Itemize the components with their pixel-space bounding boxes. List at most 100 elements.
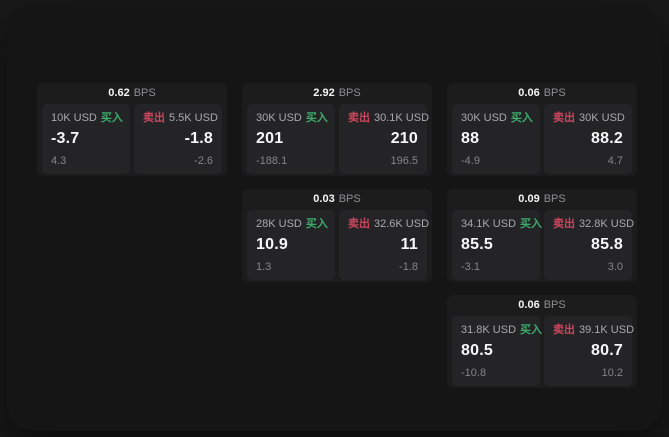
sell-panel-header: 卖出 30.1K USD <box>348 112 429 125</box>
buy-sub-value: -10.8 <box>461 367 487 379</box>
spread-cards-grid: 0.62 BPS 10K USD 买入 -3.7 4.3 卖出 5.5K USD <box>37 83 637 388</box>
bps-value: 0.62 <box>108 87 130 99</box>
bps-value: 0.09 <box>518 193 540 205</box>
sell-sub-value: 3.0 <box>607 261 623 273</box>
sell-price: 80.7 <box>591 342 623 359</box>
bps-unit: BPS <box>338 193 361 205</box>
spread-card: 0.06 BPS 31.8K USD 买入 80.5 -10.8 卖出 39.1… <box>447 295 637 388</box>
buy-price: 201 <box>256 130 284 147</box>
buy-side-label: 买入 <box>510 112 533 124</box>
buy-sub-value: -188.1 <box>256 155 288 167</box>
sell-panel-header: 卖出 32.6K USD <box>348 218 429 231</box>
sell-size-label: 32.6K USD <box>374 218 430 230</box>
buy-size-label: 28K USD <box>256 218 302 230</box>
sell-panel-header: 卖出 30K USD <box>553 112 625 125</box>
sell-sub-value: 196.5 <box>390 155 418 167</box>
buy-sub-value: 4.3 <box>51 155 67 167</box>
buy-price: 88 <box>461 130 480 147</box>
bps-header: 0.06 BPS <box>452 295 632 316</box>
buy-panel-header: 30K USD 买入 <box>461 112 533 125</box>
buy-panel[interactable]: 28K USD 买入 10.9 1.3 <box>247 210 335 280</box>
buy-price: -3.7 <box>51 130 80 147</box>
sell-panel[interactable]: 卖出 30.1K USD 210 196.5 <box>339 104 429 174</box>
buy-size-label: 30K USD <box>256 112 302 124</box>
bps-value: 0.06 <box>518 299 540 311</box>
sell-panel-header: 卖出 32.8K USD <box>553 218 634 231</box>
buy-panel-header: 31.8K USD 买入 <box>461 324 542 337</box>
spread-card: 2.92 BPS 30K USD 买入 201 -188.1 卖出 30.1K … <box>242 83 432 176</box>
buy-size-label: 30K USD <box>461 112 507 124</box>
sell-price: 210 <box>390 130 418 147</box>
bps-header: 0.62 BPS <box>42 83 222 104</box>
sell-size-label: 39.1K USD <box>579 324 635 336</box>
buy-panel-header: 28K USD 买入 <box>256 218 328 231</box>
sell-side-label: 卖出 <box>348 112 370 124</box>
buy-side-label: 买入 <box>305 112 328 124</box>
quote-panels: 30K USD 买入 88 -4.9 卖出 30K USD 88.2 4.7 <box>452 104 632 174</box>
sell-sub-value: 10.2 <box>601 367 623 379</box>
quote-panels: 34.1K USD 买入 85.5 -3.1 卖出 32.8K USD 85.8… <box>452 210 634 280</box>
buy-panel-header: 34.1K USD 买入 <box>461 218 542 231</box>
sell-panel-header: 卖出 39.1K USD <box>553 324 634 337</box>
sell-side-label: 卖出 <box>553 324 575 336</box>
quote-panels: 28K USD 买入 10.9 1.3 卖出 32.6K USD 11 -1.8 <box>247 210 429 280</box>
bps-header: 0.09 BPS <box>452 189 632 210</box>
bps-value: 0.06 <box>518 87 540 99</box>
sell-size-label: 5.5K USD <box>169 112 218 124</box>
buy-panel[interactable]: 10K USD 买入 -3.7 4.3 <box>42 104 130 174</box>
sell-price: 88.2 <box>591 130 623 147</box>
buy-side-label: 买入 <box>520 218 543 230</box>
sell-sub-value: -2.6 <box>194 155 213 167</box>
sell-price: -1.8 <box>184 130 213 147</box>
buy-size-label: 10K USD <box>51 112 97 124</box>
sell-panel[interactable]: 卖出 32.8K USD 85.8 3.0 <box>544 210 634 280</box>
buy-sub-value: -4.9 <box>461 155 480 167</box>
sell-side-label: 卖出 <box>553 112 575 124</box>
sell-price: 85.8 <box>591 236 623 253</box>
quote-panels: 30K USD 买入 201 -188.1 卖出 30.1K USD 210 1… <box>247 104 429 174</box>
buy-price: 85.5 <box>461 236 493 253</box>
bps-header: 2.92 BPS <box>247 83 427 104</box>
spread-card: 0.06 BPS 30K USD 买入 88 -4.9 卖出 30K USD <box>447 83 637 176</box>
sell-size-label: 32.8K USD <box>579 218 635 230</box>
sell-sub-value: 4.7 <box>607 155 623 167</box>
quote-panels: 31.8K USD 买入 80.5 -10.8 卖出 39.1K USD 80.… <box>452 316 634 386</box>
buy-panel[interactable]: 30K USD 买入 201 -188.1 <box>247 104 335 174</box>
buy-price: 10.9 <box>256 236 288 253</box>
sell-price: 11 <box>400 236 418 253</box>
buy-side-label: 买入 <box>100 112 123 124</box>
sell-panel[interactable]: 卖出 39.1K USD 80.7 10.2 <box>544 316 634 386</box>
spread-card: 0.62 BPS 10K USD 买入 -3.7 4.3 卖出 5.5K USD <box>37 83 227 176</box>
sell-size-label: 30K USD <box>579 112 625 124</box>
buy-panel[interactable]: 31.8K USD 买入 80.5 -10.8 <box>452 316 542 386</box>
sell-panel[interactable]: 卖出 30K USD 88.2 4.7 <box>544 104 632 174</box>
sell-panel[interactable]: 卖出 32.6K USD 11 -1.8 <box>339 210 429 280</box>
buy-panel-header: 30K USD 买入 <box>256 112 328 125</box>
buy-sub-value: -3.1 <box>461 261 480 273</box>
bps-unit: BPS <box>543 299 566 311</box>
sell-sub-value: -1.8 <box>399 261 418 273</box>
buy-panel[interactable]: 30K USD 买入 88 -4.9 <box>452 104 540 174</box>
sell-panel[interactable]: 卖出 5.5K USD -1.8 -2.6 <box>134 104 222 174</box>
spread-card: 0.09 BPS 34.1K USD 买入 85.5 -3.1 卖出 32.8K… <box>447 189 637 282</box>
bps-unit: BPS <box>543 87 566 99</box>
bps-unit: BPS <box>133 87 156 99</box>
sell-size-label: 30.1K USD <box>374 112 430 124</box>
buy-side-label: 买入 <box>305 218 328 230</box>
spread-card: 0.03 BPS 28K USD 买入 10.9 1.3 卖出 32.6K US… <box>242 189 432 282</box>
buy-size-label: 34.1K USD <box>461 218 517 230</box>
bps-header: 0.03 BPS <box>247 189 427 210</box>
sell-side-label: 卖出 <box>348 218 370 230</box>
bps-unit: BPS <box>338 87 361 99</box>
sell-panel-header: 卖出 5.5K USD <box>143 112 218 125</box>
buy-size-label: 31.8K USD <box>461 324 517 336</box>
buy-panel-header: 10K USD 买入 <box>51 112 123 125</box>
quote-panels: 10K USD 买入 -3.7 4.3 卖出 5.5K USD -1.8 -2.… <box>42 104 222 174</box>
bps-value: 2.92 <box>313 87 335 99</box>
buy-side-label: 买入 <box>520 324 543 336</box>
buy-panel[interactable]: 34.1K USD 买入 85.5 -3.1 <box>452 210 542 280</box>
buy-sub-value: 1.3 <box>256 261 272 273</box>
buy-price: 80.5 <box>461 342 493 359</box>
bps-header: 0.06 BPS <box>452 83 632 104</box>
